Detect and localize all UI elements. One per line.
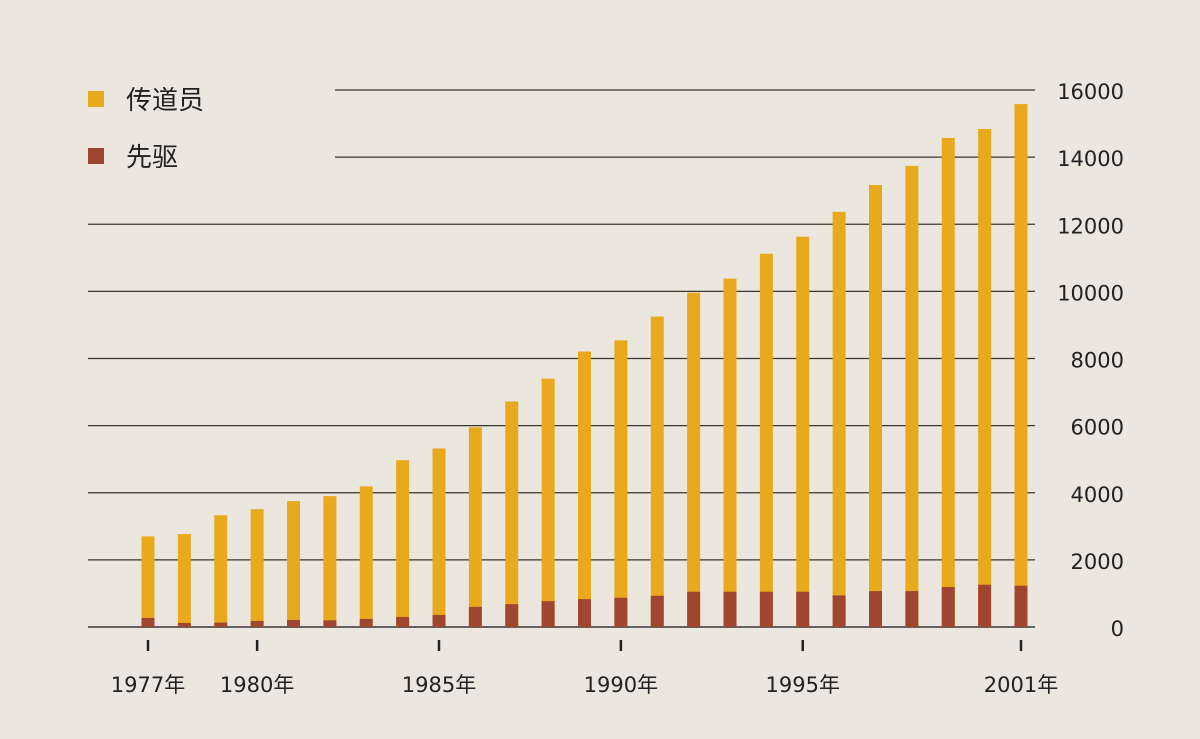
bar-pioneers-1977 <box>141 617 155 627</box>
x-tick-label: 1995年 <box>766 673 840 697</box>
bar-publishers-1997 <box>869 184 882 627</box>
bar-publishers-1998 <box>905 165 919 627</box>
bar-pioneers-1996 <box>832 595 846 627</box>
bar-pioneers-1999 <box>941 587 955 627</box>
bar-publishers-1983 <box>359 486 373 627</box>
bar-publishers-1980 <box>250 509 264 627</box>
bar-pioneers-1990 <box>614 597 628 627</box>
bar-publishers-1994 <box>759 253 773 627</box>
legend-item-pioneers: 先驱 <box>88 137 178 174</box>
bar-pioneers-2000 <box>978 584 992 627</box>
y-tick-label: 12000 <box>1057 214 1124 238</box>
bar-pioneers-1981 <box>287 619 300 627</box>
y-tick-label: 0 <box>1111 617 1124 641</box>
bar-publishers-1992 <box>687 292 701 627</box>
bar-pioneers-1997 <box>869 591 882 627</box>
bar-pioneers-1978 <box>177 622 191 627</box>
x-tick-label: 1985年 <box>402 673 476 697</box>
bar-publishers-1982 <box>323 496 337 627</box>
legend-item-publishers: 传道员 <box>88 80 204 117</box>
bar-publishers-2000 <box>978 128 992 627</box>
bar-pioneers-1998 <box>905 591 919 627</box>
bar-publishers-1989 <box>578 351 591 627</box>
y-tick-label: 4000 <box>1071 483 1124 507</box>
bar-pioneers-1995 <box>796 591 810 627</box>
bar-pioneers-1992 <box>687 591 701 627</box>
bar-publishers-1979 <box>214 515 228 627</box>
y-tick-label: 6000 <box>1071 416 1124 440</box>
bar-publishers-1978 <box>177 534 191 627</box>
bar-publishers-1987 <box>505 401 519 627</box>
legend-label-pioneers: 先驱 <box>126 143 179 173</box>
bar-pioneers-1993 <box>723 591 737 627</box>
y-tick-label: 14000 <box>1057 147 1124 171</box>
bar-publishers-1995 <box>796 236 810 627</box>
bar-publishers-1984 <box>396 460 410 627</box>
y-tick-label: 2000 <box>1071 550 1124 574</box>
bar-pioneers-1988 <box>541 601 555 627</box>
x-tick-label: 1980年 <box>220 673 294 697</box>
bar-publishers-1991 <box>650 316 664 627</box>
bar-publishers-1985 <box>432 448 446 627</box>
bar-pioneers-1984 <box>396 616 410 627</box>
bar-publishers-1996 <box>832 211 846 627</box>
x-tick-label: 1990年 <box>584 673 658 697</box>
y-tick-label: 16000 <box>1057 80 1124 104</box>
bar-pioneers-1986 <box>468 606 482 627</box>
bar-pioneers-1983 <box>359 618 373 627</box>
bar-pioneers-1991 <box>650 595 664 627</box>
bar-publishers-1993 <box>723 278 737 627</box>
x-tick-label: 2001年 <box>984 673 1058 697</box>
bar-publishers-2001 <box>1014 104 1028 627</box>
y-tick-label: 8000 <box>1071 349 1124 373</box>
bar-pioneers-1985 <box>432 614 446 627</box>
bar-publishers-1981 <box>287 501 300 627</box>
legend-swatch-pioneers <box>88 147 104 164</box>
bar-publishers-1986 <box>468 427 482 627</box>
bar-publishers-1988 <box>541 378 555 627</box>
bar-pioneers-1987 <box>505 604 519 627</box>
bar-pioneers-1994 <box>759 591 773 627</box>
legend-label-publishers: 传道员 <box>126 86 205 116</box>
bar-pioneers-1979 <box>214 622 228 627</box>
bar-pioneers-2001 <box>1014 585 1028 627</box>
bar-publishers-1990 <box>614 340 628 627</box>
bar-pioneers-1982 <box>323 620 337 627</box>
x-tick-label: 1977年 <box>111 673 185 697</box>
bar-publishers-1999 <box>941 137 955 627</box>
bar-pioneers-1989 <box>578 599 591 627</box>
bar-publishers-1977 <box>141 536 155 627</box>
y-tick-label: 10000 <box>1057 281 1124 305</box>
legend-swatch-publishers <box>88 90 104 107</box>
bar-pioneers-1980 <box>250 620 264 627</box>
